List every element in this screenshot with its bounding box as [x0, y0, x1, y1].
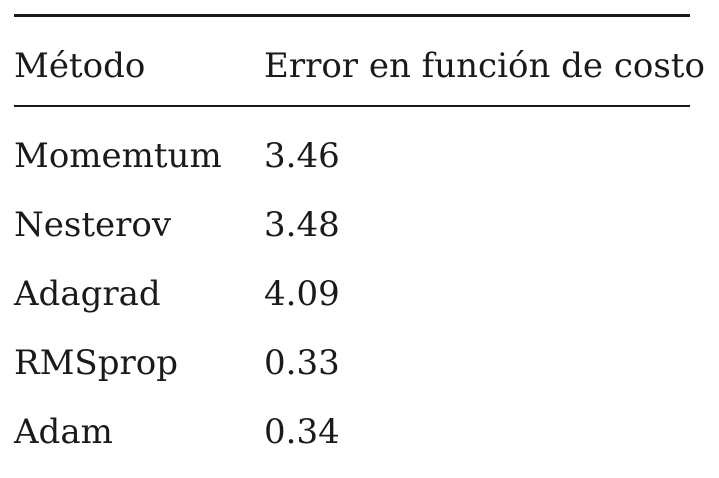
method-cell: RMSprop [14, 343, 178, 383]
table-row: Momemtum 3.46 [14, 139, 690, 189]
header-method: Método [14, 46, 146, 86]
table-row: Nesterov 3.48 [14, 208, 690, 258]
table-header: Método Error en función de costo [14, 17, 705, 105]
method-cell: Adam [14, 412, 113, 452]
method-cell: Momemtum [14, 136, 222, 176]
table-row: RMSprop 0.33 [14, 346, 690, 396]
header-error: Error en función de costo [264, 46, 705, 86]
error-cell: 0.33 [264, 343, 340, 383]
error-cell: 0.34 [264, 412, 340, 452]
results-table: Método Error en función de costo Momemtu… [14, 14, 705, 449]
table-row: Adam 0.34 [14, 415, 690, 465]
error-cell: 3.46 [264, 136, 340, 176]
table-body: Momemtum 3.46 Nesterov 3.48 Adagrad 4.09… [14, 107, 690, 449]
header-rule [14, 105, 690, 107]
table-row: Adagrad 4.09 [14, 277, 690, 327]
top-rule [14, 14, 690, 17]
method-cell: Nesterov [14, 205, 172, 245]
method-cell: Adagrad [14, 274, 161, 314]
error-cell: 3.48 [264, 205, 340, 245]
error-cell: 4.09 [264, 274, 340, 314]
